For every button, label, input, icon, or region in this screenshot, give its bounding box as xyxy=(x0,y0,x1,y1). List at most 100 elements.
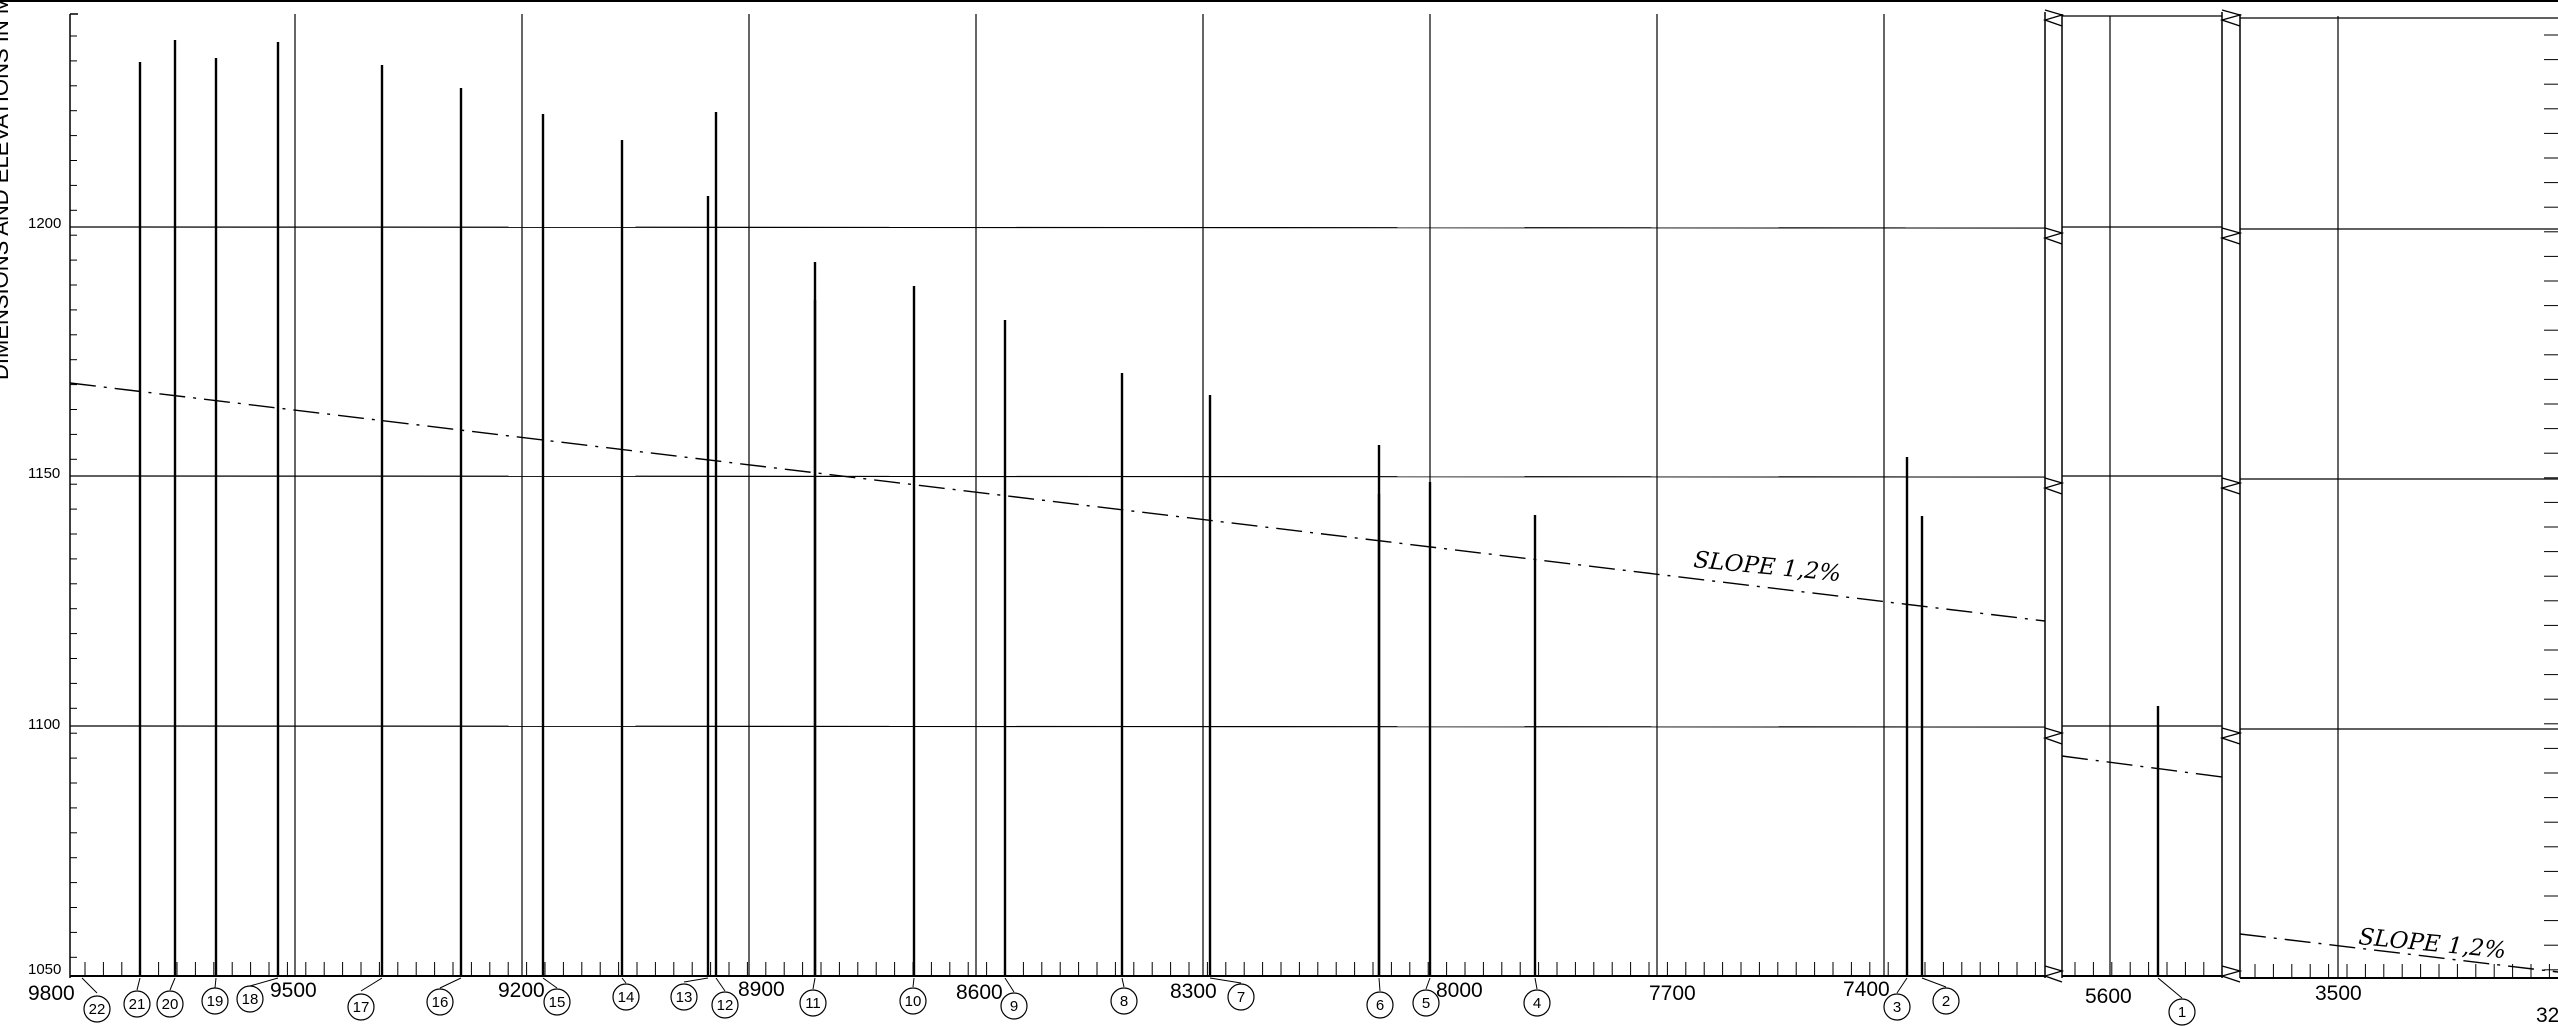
callout-number: 13 xyxy=(676,989,693,1006)
callout-circle xyxy=(1366,991,1394,1019)
break-symbol xyxy=(2219,227,2243,245)
callout-leader xyxy=(360,977,383,992)
callout-leader xyxy=(912,977,915,988)
callout-number: 1 xyxy=(2178,1004,2186,1021)
break-symbol xyxy=(2042,965,2065,983)
callout-circle xyxy=(123,990,151,1018)
callout-leader xyxy=(81,977,98,994)
callout-leader xyxy=(1534,977,1538,990)
callout-markers: 22 21 20 19 18 17 16 15 14 13 12 11 10 9 8 7 6 5 4 3 21 xyxy=(81,977,2196,1026)
callout-circle xyxy=(236,985,264,1013)
callout-circle xyxy=(201,987,229,1015)
elevation-gridline xyxy=(69,226,2046,229)
callout-leader xyxy=(249,977,279,987)
chainage-tick-7400: 7400 xyxy=(1843,978,1890,1001)
chainage-tick-8000: 8000 xyxy=(1436,979,1483,1002)
elevation-tick-1150: 1150 xyxy=(28,465,60,482)
callout-leader xyxy=(1378,977,1381,992)
chainage-tick-8900: 8900 xyxy=(738,978,785,1001)
callout-number: 10 xyxy=(905,993,922,1010)
profile-structure xyxy=(69,9,2558,983)
callout-circle xyxy=(347,993,375,1021)
callout-circle xyxy=(1227,983,1255,1011)
callout-number: 15 xyxy=(549,994,566,1011)
callout-circle xyxy=(1523,989,1551,1017)
callout-number: 8 xyxy=(1120,993,1128,1010)
break-symbol xyxy=(2042,727,2065,745)
break-symbol xyxy=(2219,477,2243,495)
callout-circle xyxy=(1883,993,1911,1021)
callout-number: 12 xyxy=(717,997,734,1014)
callout-number: 20 xyxy=(162,996,179,1013)
chainage-tick-3500: 3500 xyxy=(2315,982,2362,1005)
callout-leader xyxy=(1896,977,1908,994)
callout-circle xyxy=(1000,992,1028,1020)
callout-number: 9 xyxy=(1010,998,1018,1015)
callout-circle xyxy=(670,983,698,1011)
break-symbol xyxy=(2219,965,2243,983)
callout-leader xyxy=(439,977,462,989)
callout-leader xyxy=(812,977,816,990)
break-symbol xyxy=(2219,727,2243,745)
callout-number: 21 xyxy=(129,996,146,1013)
break-symbol xyxy=(2042,9,2065,27)
callout-circle xyxy=(1412,989,1440,1017)
slope-line-middle xyxy=(2061,755,2223,778)
callout-circle xyxy=(711,991,739,1019)
callout-leader xyxy=(683,977,709,983)
callout-circle xyxy=(2168,998,2196,1026)
elevation-gridline xyxy=(69,475,2046,478)
callout-leader xyxy=(214,977,217,989)
chainage-tick-32: 32 xyxy=(2536,1004,2558,1026)
callout-number: 3 xyxy=(1893,999,1901,1016)
callout-leader xyxy=(1921,977,1947,988)
callout-leader xyxy=(542,977,558,989)
chainage-tick-8300: 8300 xyxy=(1170,980,1217,1003)
callout-leader xyxy=(2157,977,2183,999)
callout-number: 22 xyxy=(89,1001,106,1018)
callout-leader xyxy=(621,977,627,984)
chainage-tick-9800: 9800 xyxy=(28,982,75,1005)
callout-circle xyxy=(899,987,927,1015)
callout-circle xyxy=(799,989,827,1017)
callout-circle xyxy=(1110,987,1138,1015)
elevation-tick-1200: 1200 xyxy=(28,215,61,232)
chainage-tick-9200: 9200 xyxy=(498,979,545,1002)
callout-number: 11 xyxy=(805,995,821,1012)
callout-number: 17 xyxy=(353,999,370,1016)
callout-number: 14 xyxy=(618,989,635,1006)
break-symbol xyxy=(2042,477,2065,495)
chainage-tick-7700: 7700 xyxy=(1649,982,1696,1005)
callout-number: 7 xyxy=(1237,989,1245,1006)
callout-number: 5 xyxy=(1422,995,1430,1012)
profile-marks xyxy=(138,40,2160,976)
callout-leader xyxy=(715,977,726,992)
callout-leader xyxy=(136,977,141,991)
callout-number: 19 xyxy=(207,993,224,1010)
callout-circle xyxy=(426,988,454,1016)
callout-circle xyxy=(1932,987,1960,1015)
chainage-tick-8600: 8600 xyxy=(956,981,1003,1004)
chainage-tick-5600: 5600 xyxy=(2085,985,2132,1008)
chainage-tick-9500: 9500 xyxy=(270,979,317,1002)
callout-circle xyxy=(156,990,184,1018)
callout-leader xyxy=(1209,977,1242,984)
callout-number: 4 xyxy=(1533,995,1541,1012)
callout-number: 2 xyxy=(1942,993,1950,1010)
callout-circle xyxy=(612,983,640,1011)
callout-leader xyxy=(169,977,176,991)
callout-number: 18 xyxy=(242,991,259,1008)
break-symbol xyxy=(2219,9,2243,27)
callout-circle xyxy=(83,995,111,1023)
callout-circle xyxy=(543,988,571,1016)
callout-leader xyxy=(1004,977,1015,993)
callout-number: 6 xyxy=(1376,997,1384,1014)
elevation-tick-1050: 1050 xyxy=(28,961,61,978)
break-symbol xyxy=(2042,227,2065,245)
slope-line-right xyxy=(2239,933,2558,973)
elevation-tick-1100: 1100 xyxy=(28,716,60,733)
slope-line-main xyxy=(69,382,2046,622)
y-axis-label: DIMENSIONS AND ELEVATIONS IN METERS xyxy=(0,0,13,380)
